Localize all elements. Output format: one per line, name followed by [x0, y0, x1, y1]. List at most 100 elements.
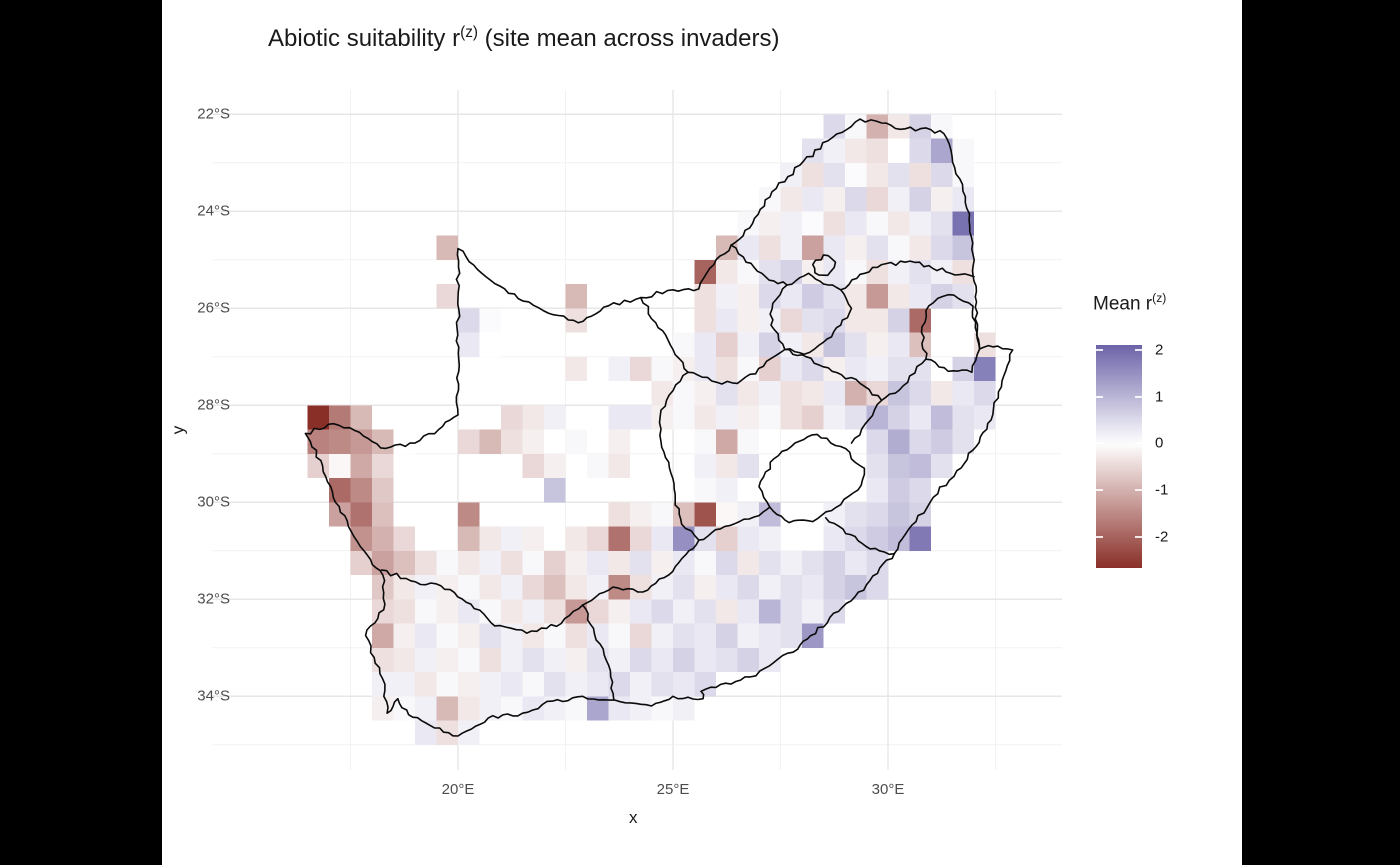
- raster-cell: [845, 284, 867, 309]
- raster-cell: [587, 672, 609, 697]
- raster-cell: [737, 211, 760, 236]
- border-wc-ec: [581, 604, 615, 700]
- raster-cell: [888, 332, 910, 357]
- raster-cell: [845, 575, 867, 600]
- raster-cell: [479, 672, 502, 697]
- raster-cell: [845, 550, 867, 575]
- raster-cell: [479, 308, 502, 333]
- border-nw-fs: [687, 348, 786, 385]
- raster-cell: [909, 332, 932, 357]
- raster-cell: [974, 356, 996, 381]
- raster-cell: [694, 405, 717, 430]
- border-kzn-mpumalanga: [880, 358, 927, 402]
- raster-cell: [630, 599, 652, 624]
- raster-cell: [436, 550, 459, 575]
- raster-cell: [673, 599, 695, 624]
- raster-cell: [630, 356, 652, 381]
- raster-cell: [608, 356, 631, 381]
- raster-cell: [802, 308, 824, 333]
- border-south-africa-outline: [304, 118, 1014, 737]
- raster-cell: [694, 308, 717, 333]
- raster-cell: [931, 453, 953, 478]
- raster-cell: [393, 672, 416, 697]
- raster-cell: [823, 405, 846, 430]
- raster-cell: [458, 599, 480, 624]
- raster-cell: [974, 405, 996, 430]
- raster-cell: [737, 332, 760, 357]
- raster-cell: [802, 332, 824, 357]
- raster-cell: [630, 647, 652, 672]
- border-pretoria-knot: [812, 254, 837, 277]
- raster-cell: [415, 672, 437, 697]
- raster-cell: [888, 502, 910, 527]
- raster-cell: [458, 672, 480, 697]
- border-gauteng: [769, 272, 853, 356]
- raster-cell: [544, 672, 566, 697]
- raster-cell: [673, 332, 695, 357]
- raster-cell: [372, 526, 394, 551]
- border-nw-limpopo: [730, 244, 788, 286]
- raster-cell: [501, 429, 523, 454]
- raster-cell: [458, 502, 480, 527]
- raster-cell: [350, 550, 373, 575]
- raster-cells: [307, 114, 996, 745]
- raster-cell: [823, 599, 846, 624]
- raster-cell: [823, 235, 846, 260]
- raster-cell: [458, 647, 480, 672]
- raster-cell: [651, 599, 674, 624]
- raster-cell: [673, 647, 695, 672]
- raster-cell: [909, 429, 932, 454]
- raster-cell: [501, 550, 523, 575]
- raster-cell: [393, 429, 416, 454]
- raster-cell: [565, 526, 588, 551]
- raster-cell: [780, 187, 803, 212]
- raster-cell: [393, 647, 416, 672]
- raster-cell: [802, 162, 824, 187]
- border-nc-fs: [658, 371, 700, 541]
- raster-cell: [307, 453, 330, 478]
- raster-cell: [716, 235, 738, 260]
- raster-cell: [888, 162, 910, 187]
- raster-cell: [802, 381, 824, 406]
- raster-cell: [866, 453, 889, 478]
- raster-cell: [630, 405, 652, 430]
- raster-cell: [909, 235, 932, 260]
- raster-cell: [651, 356, 674, 381]
- raster-cell: [909, 453, 932, 478]
- raster-cell: [716, 284, 738, 309]
- raster-cell: [651, 550, 674, 575]
- raster-cell: [952, 235, 975, 260]
- raster-cell: [673, 526, 695, 551]
- legend-tick-label: -2: [1155, 528, 1169, 546]
- raster-cell: [759, 211, 781, 236]
- raster-cell: [780, 550, 803, 575]
- raster-cell: [716, 550, 738, 575]
- raster-cell: [608, 672, 631, 697]
- raster-cell: [716, 647, 738, 672]
- legend-tickmark: [1096, 348, 1103, 351]
- raster-cell: [952, 162, 975, 187]
- raster-cell: [393, 623, 416, 648]
- raster-cell: [608, 429, 631, 454]
- raster-cell: [866, 526, 889, 551]
- raster-cell: [522, 429, 545, 454]
- raster-cell: [845, 381, 867, 406]
- raster-cell: [888, 478, 910, 503]
- raster-cell: [393, 550, 416, 575]
- raster-cell: [415, 720, 437, 745]
- raster-cell: [694, 381, 717, 406]
- raster-cell: [737, 356, 760, 381]
- raster-cell: [845, 211, 867, 236]
- raster-cell: [909, 405, 932, 430]
- raster-cell: [888, 308, 910, 333]
- raster-cell: [716, 405, 738, 430]
- raster-cell: [802, 187, 824, 212]
- raster-cell: [587, 623, 609, 648]
- raster-cell: [866, 162, 889, 187]
- raster-cell: [759, 235, 781, 260]
- raster-cell: [651, 647, 674, 672]
- raster-cell: [544, 478, 566, 503]
- raster-cell: [436, 647, 459, 672]
- raster-cell: [501, 599, 523, 624]
- raster-cell: [479, 599, 502, 624]
